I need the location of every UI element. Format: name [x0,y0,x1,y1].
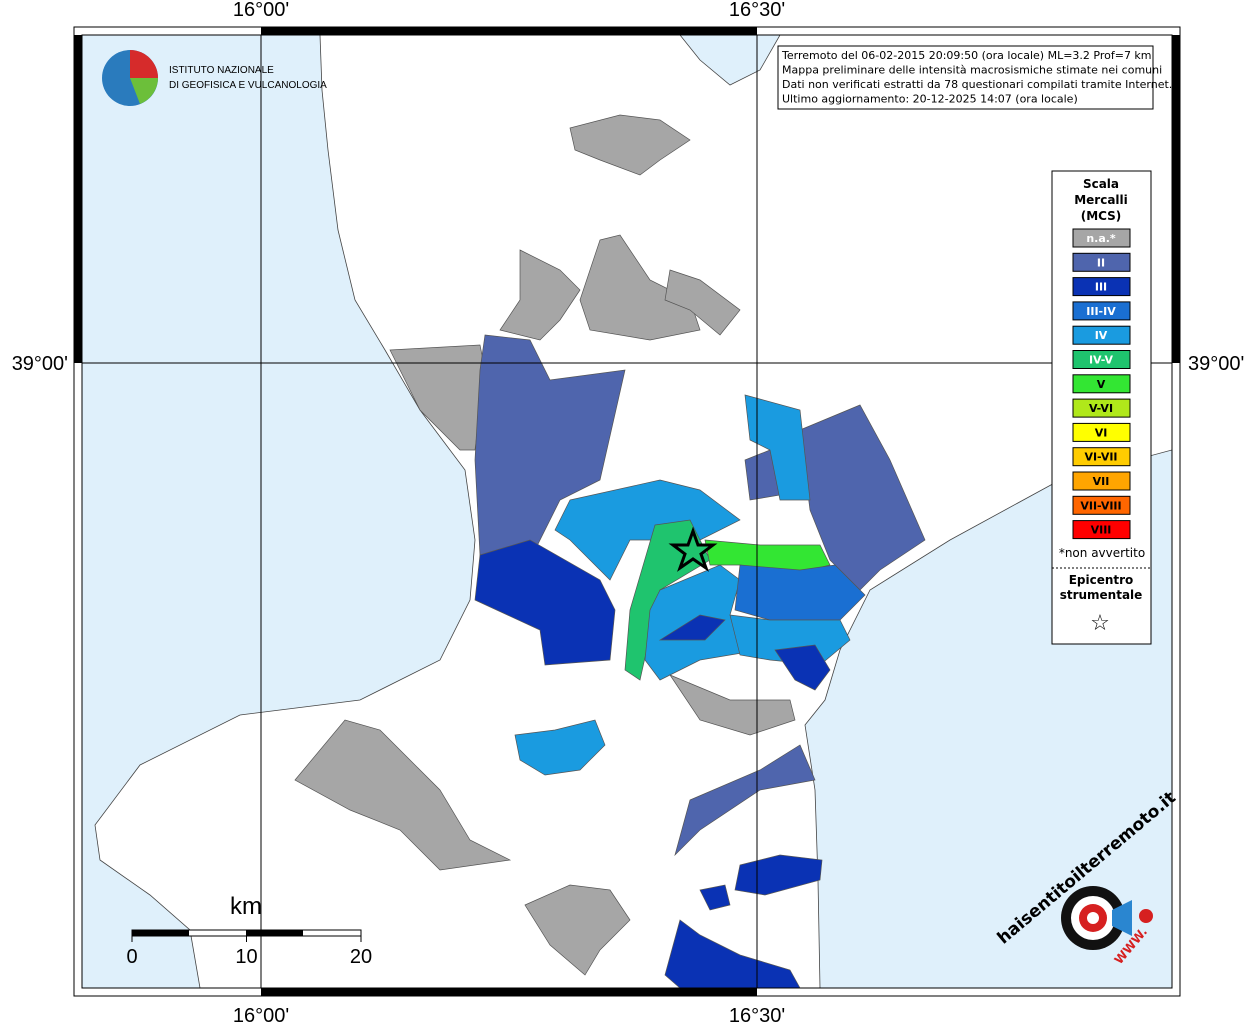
legend-label: IV [1095,329,1108,342]
legend-label: VII [1093,475,1110,488]
municipality [729,614,851,666]
municipality [774,644,831,691]
municipality [514,719,606,776]
municipality [734,564,866,621]
info-box [777,45,1154,110]
legend-label: V-VI [1089,402,1113,415]
municipality [674,744,816,857]
municipality [499,249,581,341]
legend-label: VI-VII [1084,451,1117,464]
lon-label: 16°00' [233,1005,289,1024]
legend-swatch [1072,252,1131,272]
institute-name: ISTITUTO NAZIONALE [169,65,274,76]
institute-name: DI GEOFISICA E VULCANOLOGIA [169,80,327,91]
legend-label: VII-VIII [1080,499,1121,512]
lon-label: 16°30' [729,1005,785,1024]
legend-title: Scala [1083,177,1119,191]
legend-swatch [1072,520,1131,540]
legend-swatch [1072,374,1131,394]
graticule [82,35,1172,988]
legend-swatch [1072,447,1131,467]
legend-label: VI [1095,426,1108,439]
legend-label: II [1097,256,1105,269]
municipality [744,394,811,501]
lat-label: 39°00' [12,353,68,375]
legend-label: VIII [1091,524,1112,537]
legend-label: III [1095,281,1107,294]
municipality [389,344,486,451]
scale-bar: km 0 10 20 [126,893,372,968]
legend-note: *non avvertito [1059,546,1145,560]
municipality [579,234,701,341]
info-line: Dati non verificati estratti da 78 quest… [782,78,1172,91]
scale-tick-label: 20 [350,946,372,968]
legend-title: (MCS) [1081,209,1122,223]
lat-label: 39°00' [1188,353,1244,375]
legend-swatch [1072,228,1131,248]
legend-title: Mercalli [1074,193,1128,207]
legend-swatch [1072,471,1131,491]
municipality [524,884,631,976]
info-line: Terremoto del 06-02-2015 20:09:50 (ora l… [781,49,1152,62]
legend-label: n.a.* [1086,232,1116,245]
legend-label: IV-V [1089,354,1114,367]
info-line: Mappa preliminare delle intensità macros… [782,64,1162,77]
legend-swatch [1072,350,1131,369]
scale-tick-label: 0 [126,946,137,968]
legend-label: V [1097,378,1106,391]
municipality [658,614,726,641]
scale-unit: km [230,893,262,920]
legend-swatch [1072,277,1131,297]
municipality [669,674,796,736]
lon-label: 16°30' [729,0,785,21]
municipality [664,919,801,989]
scale-tick-label: 10 [235,946,257,968]
municipality [699,884,731,911]
frame [73,26,1181,997]
ingv-logo: ISTITUTO NAZIONALE DI GEOFISICA E VULCAN… [102,50,327,106]
municipality [474,539,616,666]
legend-swatch [1072,325,1131,345]
municipality [799,404,926,591]
info-line: Ultimo aggiornamento: 20-12-2025 14:07 (… [782,93,1078,106]
legend-swatch [1072,398,1131,418]
municipality [569,114,691,176]
legend-label: III-IV [1086,305,1116,318]
epicentre-star [668,526,718,572]
legend-epicentre: Epicentro [1069,573,1134,587]
municipality [474,334,626,556]
municipality [664,269,741,336]
legend-epicentre: strumentale [1060,588,1143,602]
legend-swatch [1072,422,1131,442]
legend-swatch [1072,495,1131,515]
legend-swatch [1072,301,1131,321]
lon-label: 16°00' [233,0,289,21]
legend-star: ☆ [1090,611,1110,636]
municipality [294,719,512,871]
